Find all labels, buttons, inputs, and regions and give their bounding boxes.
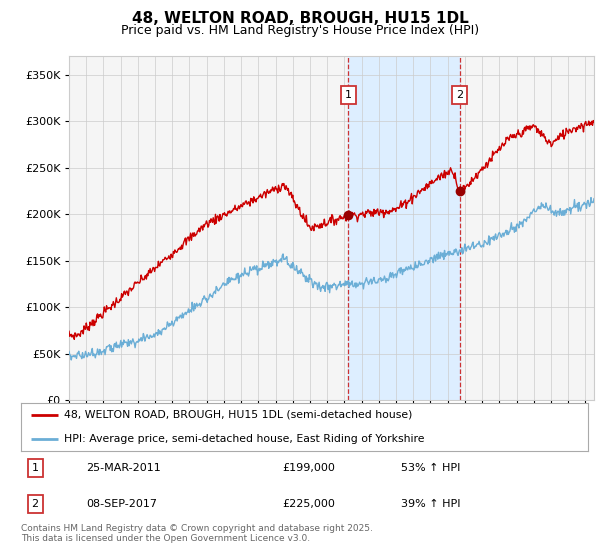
Text: 48, WELTON ROAD, BROUGH, HU15 1DL (semi-detached house): 48, WELTON ROAD, BROUGH, HU15 1DL (semi-…	[64, 410, 412, 419]
Text: HPI: Average price, semi-detached house, East Riding of Yorkshire: HPI: Average price, semi-detached house,…	[64, 434, 424, 444]
Text: 1: 1	[345, 90, 352, 100]
Text: 48, WELTON ROAD, BROUGH, HU15 1DL: 48, WELTON ROAD, BROUGH, HU15 1DL	[131, 11, 469, 26]
Bar	[349, 56, 460, 400]
Text: 2: 2	[32, 499, 39, 509]
Text: Contains HM Land Registry data © Crown copyright and database right 2025.
This d: Contains HM Land Registry data © Crown c…	[21, 524, 373, 543]
Text: £225,000: £225,000	[282, 499, 335, 509]
Text: 53% ↑ HPI: 53% ↑ HPI	[401, 463, 460, 473]
Text: 1: 1	[32, 463, 38, 473]
Text: 08-SEP-2017: 08-SEP-2017	[86, 499, 157, 509]
Text: 25-MAR-2011: 25-MAR-2011	[86, 463, 161, 473]
Text: 39% ↑ HPI: 39% ↑ HPI	[401, 499, 460, 509]
Text: Price paid vs. HM Land Registry's House Price Index (HPI): Price paid vs. HM Land Registry's House …	[121, 24, 479, 36]
Text: 2: 2	[456, 90, 463, 100]
Text: £199,000: £199,000	[282, 463, 335, 473]
